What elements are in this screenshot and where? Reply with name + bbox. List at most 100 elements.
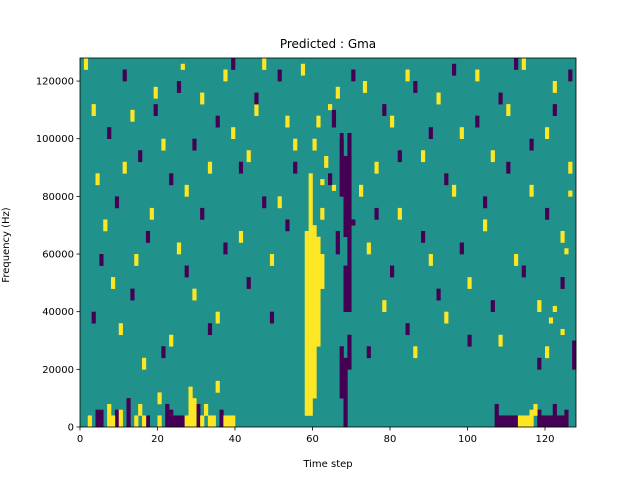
heatmap-cell	[304, 288, 309, 295]
heatmap-cell	[184, 265, 189, 272]
heatmap-cell	[126, 409, 131, 416]
heatmap-cell	[304, 334, 309, 341]
heatmap-cell	[347, 190, 352, 197]
heatmap-cell	[312, 294, 317, 301]
heatmap-cell	[529, 144, 534, 151]
heatmap-cell	[312, 138, 317, 145]
heatmap-cell	[312, 144, 317, 151]
y-axis-label: Frequency (Hz)	[1, 207, 12, 283]
heatmap-cell	[324, 161, 329, 168]
heatmap-cell	[343, 225, 348, 232]
heatmap-cell	[339, 357, 344, 364]
heatmap-cell	[521, 415, 526, 422]
heatmap-cell	[498, 92, 503, 99]
heatmap-cell	[87, 415, 92, 422]
heatmap-cell	[114, 202, 120, 209]
heatmap-cell	[308, 357, 313, 364]
heatmap-cell	[308, 179, 313, 186]
heatmap-cell	[320, 179, 325, 186]
heatmap-cell	[537, 305, 542, 312]
heatmap-cell	[200, 213, 205, 220]
heatmap-cell	[207, 415, 213, 422]
heatmap-cell	[397, 156, 402, 163]
heatmap-cell	[347, 271, 352, 278]
heatmap-cell	[347, 213, 352, 220]
x-tick-label: 60	[306, 434, 319, 445]
heatmap-cell	[211, 421, 216, 428]
heatmap-cell	[529, 421, 534, 428]
heatmap-cell	[335, 236, 340, 243]
heatmap-cell	[498, 334, 503, 341]
heatmap-cell	[304, 352, 309, 359]
heatmap-cell	[347, 282, 352, 289]
heatmap-cell	[533, 403, 538, 411]
heatmap-cell	[331, 109, 337, 116]
heatmap-cell	[130, 115, 135, 122]
heatmap-cell	[347, 259, 352, 266]
heatmap-cell	[145, 421, 151, 428]
heatmap-cell	[293, 161, 298, 168]
heatmap-cell	[343, 207, 348, 214]
heatmap-cell	[180, 415, 185, 422]
heatmap-cell	[343, 380, 348, 387]
heatmap-cell	[308, 202, 313, 209]
heatmap-cell	[308, 248, 313, 255]
heatmap-cell	[293, 167, 298, 174]
heatmap-cell	[176, 421, 182, 428]
heatmap-cell	[382, 305, 387, 312]
heatmap-cell	[308, 236, 313, 243]
heatmap-cell	[149, 213, 154, 220]
y-tick-label: 100000	[36, 134, 74, 145]
heatmap-cell	[347, 179, 352, 186]
heatmap-cell	[308, 242, 313, 249]
heatmap-cell	[510, 421, 515, 428]
heatmap-cell	[374, 213, 379, 220]
heatmap-cell	[529, 184, 534, 191]
heatmap-cell	[196, 415, 201, 422]
heatmap-cell	[308, 225, 313, 232]
heatmap-cell	[545, 207, 550, 214]
heatmap-cell	[176, 81, 182, 88]
heatmap-cell	[366, 248, 371, 255]
heatmap-cell	[126, 398, 131, 405]
heatmap-cell	[545, 346, 550, 353]
heatmap-cell	[572, 357, 577, 364]
heatmap-cell	[359, 184, 364, 191]
heatmap-cell	[572, 346, 577, 353]
heatmap-cell	[308, 282, 313, 289]
heatmap-cell	[165, 421, 170, 428]
heatmap-cell	[173, 415, 178, 422]
heatmap-cell	[312, 282, 317, 289]
heatmap-cell	[390, 121, 395, 128]
heatmap-cell	[382, 300, 387, 307]
heatmap-cell	[262, 63, 267, 70]
heatmap-cell	[308, 184, 313, 191]
heatmap-cell	[312, 340, 317, 347]
heatmap-cell	[316, 115, 321, 122]
heatmap-cell	[308, 392, 313, 399]
heatmap-cell	[246, 277, 251, 284]
heatmap-cell	[316, 311, 321, 318]
heatmap-cell	[153, 109, 158, 116]
heatmap-cell	[312, 259, 317, 266]
heatmap-cell	[308, 398, 313, 405]
heatmap-cell	[552, 81, 557, 88]
heatmap-cell	[215, 380, 220, 387]
heatmap-cell	[529, 409, 534, 416]
heatmap-cell	[111, 277, 116, 284]
heatmap-cell	[529, 190, 534, 197]
heatmap-cell	[335, 92, 340, 99]
heatmap-cell	[560, 421, 565, 428]
heatmap-cell	[568, 75, 573, 82]
heatmap-cell	[138, 409, 143, 416]
heatmap-cell	[308, 230, 313, 238]
heatmap-cell	[304, 248, 309, 255]
heatmap-cell	[413, 352, 418, 359]
heatmap-cell	[347, 132, 352, 140]
heatmap-cell	[304, 282, 309, 289]
heatmap-cell	[285, 219, 290, 226]
y-tick-label: 120000	[36, 77, 74, 88]
heatmap-cell	[514, 58, 519, 65]
heatmap-cell	[161, 144, 166, 151]
heatmap-cell	[304, 363, 309, 370]
